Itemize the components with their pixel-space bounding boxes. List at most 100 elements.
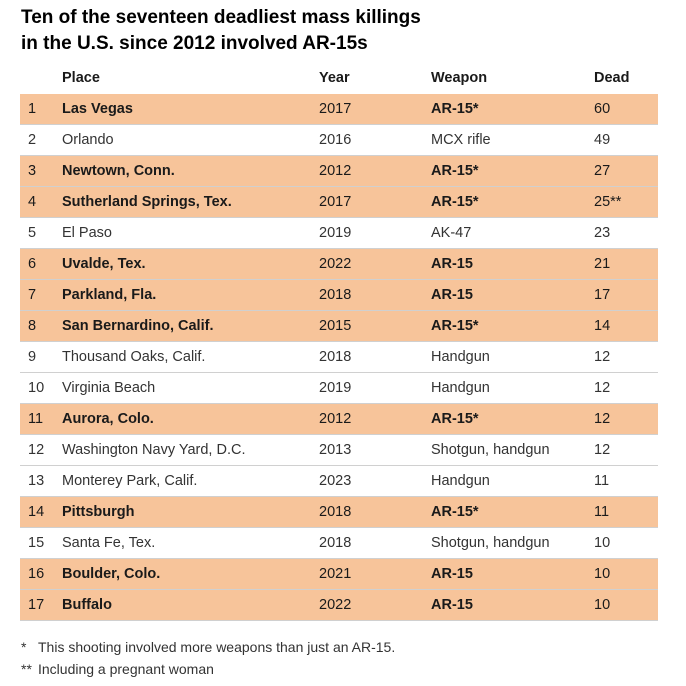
table-row: 7 Parkland, Fla. 2018 AR-15 17	[20, 280, 658, 311]
cell-dead: 25**	[594, 194, 622, 210]
cell-rank: 6	[28, 256, 37, 272]
chart-title: Ten of the seventeen deadliest mass kill…	[21, 5, 661, 57]
cell-place: Monterey Park, Calif.	[62, 473, 198, 489]
cell-weapon: MCX rifle	[431, 132, 491, 148]
title-line-1: Ten of the seventeen deadliest mass kill…	[21, 7, 421, 28]
cell-dead: 60	[594, 101, 611, 117]
header-dead: Dead	[594, 70, 630, 86]
cell-rank: 11	[28, 411, 44, 427]
cell-dead: 12	[594, 442, 611, 458]
footnotes: * This shooting involved more weapons tha…	[21, 636, 395, 680]
cell-place: Uvalde, Tex.	[62, 256, 146, 272]
cell-rank: 3	[28, 163, 37, 179]
cell-place: Pittsburgh	[62, 504, 135, 520]
table-row: 13 Monterey Park, Calif. 2023 Handgun 11	[20, 466, 658, 497]
table-row: 2 Orlando 2016 MCX rifle 49	[20, 125, 658, 156]
cell-place: Newtown, Conn.	[62, 163, 175, 179]
cell-place: Thousand Oaks, Calif.	[62, 349, 206, 365]
killings-table: 1 Las Vegas 2017 AR-15* 60 2 Orlando 2016 MCX ri…	[20, 94, 658, 621]
cell-rank: 13	[28, 473, 45, 489]
cell-weapon: Handgun	[431, 380, 490, 396]
cell-year: 2018	[319, 504, 352, 520]
cell-year: 2018	[319, 535, 352, 551]
cell-rank: 12	[28, 442, 45, 458]
cell-rank: 1	[28, 101, 37, 117]
cell-place: Parkland, Fla.	[62, 287, 157, 303]
footnote-2-symbol: **	[21, 661, 32, 677]
table-row: 12 Washington Navy Yard, D.C. 2013 Shotgun,…	[20, 435, 658, 466]
cell-year: 2021	[319, 566, 352, 582]
table-header: Place Year Weapon Dead	[20, 64, 658, 92]
table-row: 9 Thousand Oaks, Calif. 2018 Handgun 12	[20, 342, 658, 373]
table-row: 16 Boulder, Colo. 2021 AR-15 10	[20, 559, 658, 590]
cell-year: 2022	[319, 256, 352, 272]
header-place: Place	[62, 70, 100, 86]
table-row: 6 Uvalde, Tex. 2022 AR-15 21	[20, 249, 658, 280]
cell-rank: 17	[28, 597, 45, 613]
cell-weapon: AR-15	[431, 597, 473, 613]
cell-place: Aurora, Colo.	[62, 411, 154, 427]
cell-weapon: Handgun	[431, 349, 490, 365]
cell-rank: 10	[28, 380, 45, 396]
cell-dead: 12	[594, 411, 611, 427]
table-row: 1 Las Vegas 2017 AR-15* 60	[20, 94, 658, 125]
cell-place: Orlando	[62, 132, 114, 148]
cell-rank: 14	[28, 504, 45, 520]
cell-weapon: AK-47	[431, 225, 472, 241]
cell-weapon: AR-15	[431, 256, 473, 272]
cell-year: 2016	[319, 132, 352, 148]
cell-year: 2017	[319, 194, 352, 210]
cell-place: Buffalo	[62, 597, 112, 613]
table-row: 11 Aurora, Colo. 2012 AR-15* 12	[20, 404, 658, 435]
table-row: 8 San Bernardino, Calif. 2015 AR-15* 14	[20, 311, 658, 342]
cell-year: 2013	[319, 442, 352, 458]
cell-place: Washington Navy Yard, D.C.	[62, 442, 246, 458]
cell-dead: 11	[594, 504, 610, 520]
table-row: 17 Buffalo 2022 AR-15 10	[20, 590, 658, 621]
cell-place: Boulder, Colo.	[62, 566, 161, 582]
cell-dead: 12	[594, 380, 611, 396]
cell-year: 2018	[319, 349, 352, 365]
table-row: 14 Pittsburgh 2018 AR-15* 11	[20, 497, 658, 528]
cell-dead: 17	[594, 287, 611, 303]
cell-weapon: Shotgun, handgun	[431, 535, 550, 551]
cell-year: 2019	[319, 225, 352, 241]
footnote-2-text: Including a pregnant woman	[38, 661, 214, 677]
cell-dead: 27	[594, 163, 611, 179]
cell-rank: 2	[28, 132, 37, 148]
footnote-1: * This shooting involved more weapons tha…	[21, 636, 395, 658]
cell-rank: 16	[28, 566, 45, 582]
header-weapon: Weapon	[431, 70, 488, 86]
cell-year: 2022	[319, 597, 352, 613]
cell-dead: 23	[594, 225, 611, 241]
cell-dead: 11	[594, 473, 610, 489]
table-row: 15 Santa Fe, Tex. 2018 Shotgun, handgun 10	[20, 528, 658, 559]
cell-weapon: Handgun	[431, 473, 490, 489]
cell-dead: 12	[594, 349, 611, 365]
cell-year: 2019	[319, 380, 352, 396]
footnote-1-text: This shooting involved more weapons than…	[38, 639, 396, 655]
cell-dead: 21	[594, 256, 611, 272]
table-row: 3 Newtown, Conn. 2012 AR-15* 27	[20, 156, 658, 187]
cell-dead: 14	[594, 318, 611, 334]
cell-place: San Bernardino, Calif.	[62, 318, 214, 334]
cell-weapon: AR-15	[431, 287, 473, 303]
table-row: 4 Sutherland Springs, Tex. 2017 AR-15* 25**	[20, 187, 658, 218]
cell-dead: 10	[594, 597, 611, 613]
cell-year: 2017	[319, 101, 352, 117]
cell-weapon: AR-15	[431, 566, 473, 582]
cell-weapon: Shotgun, handgun	[431, 442, 550, 458]
cell-year: 2023	[319, 473, 352, 489]
cell-year: 2018	[319, 287, 352, 303]
cell-rank: 15	[28, 535, 45, 551]
cell-rank: 8	[28, 318, 37, 334]
cell-place: Las Vegas	[62, 101, 133, 117]
cell-year: 2012	[319, 411, 352, 427]
cell-place: Virginia Beach	[62, 380, 156, 396]
cell-weapon: AR-15*	[431, 411, 479, 427]
cell-rank: 5	[28, 225, 37, 241]
table-row: 10 Virginia Beach 2019 Handgun 12	[20, 373, 658, 404]
cell-rank: 4	[28, 194, 37, 210]
cell-place: El Paso	[62, 225, 112, 241]
table-row: 5 El Paso 2019 AK-47 23	[20, 218, 658, 249]
